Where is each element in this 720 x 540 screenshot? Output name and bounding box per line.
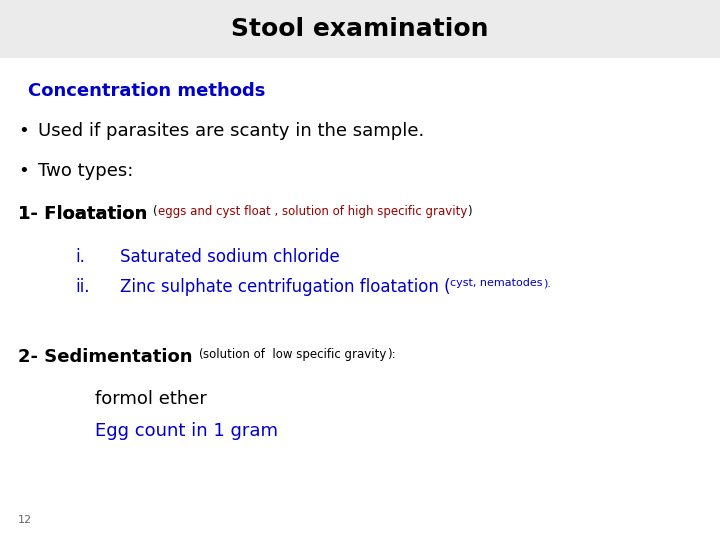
Text: 1- Floatation: 1- Floatation (18, 205, 153, 223)
Text: Stool examination: Stool examination (231, 17, 489, 41)
Text: Two types:: Two types: (38, 162, 133, 180)
Text: ii.: ii. (75, 278, 89, 296)
Text: ): ) (467, 205, 472, 218)
Text: cyst, nematodes: cyst, nematodes (451, 278, 543, 288)
Text: (: ( (199, 348, 203, 361)
Text: 2- Sedimentation: 2- Sedimentation (18, 348, 199, 366)
Text: Saturated sodium chloride: Saturated sodium chloride (120, 248, 340, 266)
Text: ):: ): (387, 348, 395, 361)
Text: Zinc sulphate centrifugation floatation (: Zinc sulphate centrifugation floatation … (120, 278, 451, 296)
Text: i.: i. (75, 248, 85, 266)
Text: •: • (18, 162, 29, 180)
Text: (: ( (153, 205, 158, 218)
Text: 12: 12 (18, 515, 32, 525)
Text: Used if parasites are scanty in the sample.: Used if parasites are scanty in the samp… (38, 122, 424, 140)
Text: solution of  low specific gravity: solution of low specific gravity (203, 348, 387, 361)
Text: 1- Floatation: 1- Floatation (18, 205, 153, 223)
Text: formol ether: formol ether (95, 390, 207, 408)
Text: ).: ). (543, 278, 551, 288)
Text: •: • (18, 122, 29, 140)
Text: Egg count in 1 gram: Egg count in 1 gram (95, 422, 278, 440)
Text: Concentration methods: Concentration methods (28, 82, 266, 100)
Text: eggs and cyst float , solution of high specific gravity: eggs and cyst float , solution of high s… (158, 205, 467, 218)
